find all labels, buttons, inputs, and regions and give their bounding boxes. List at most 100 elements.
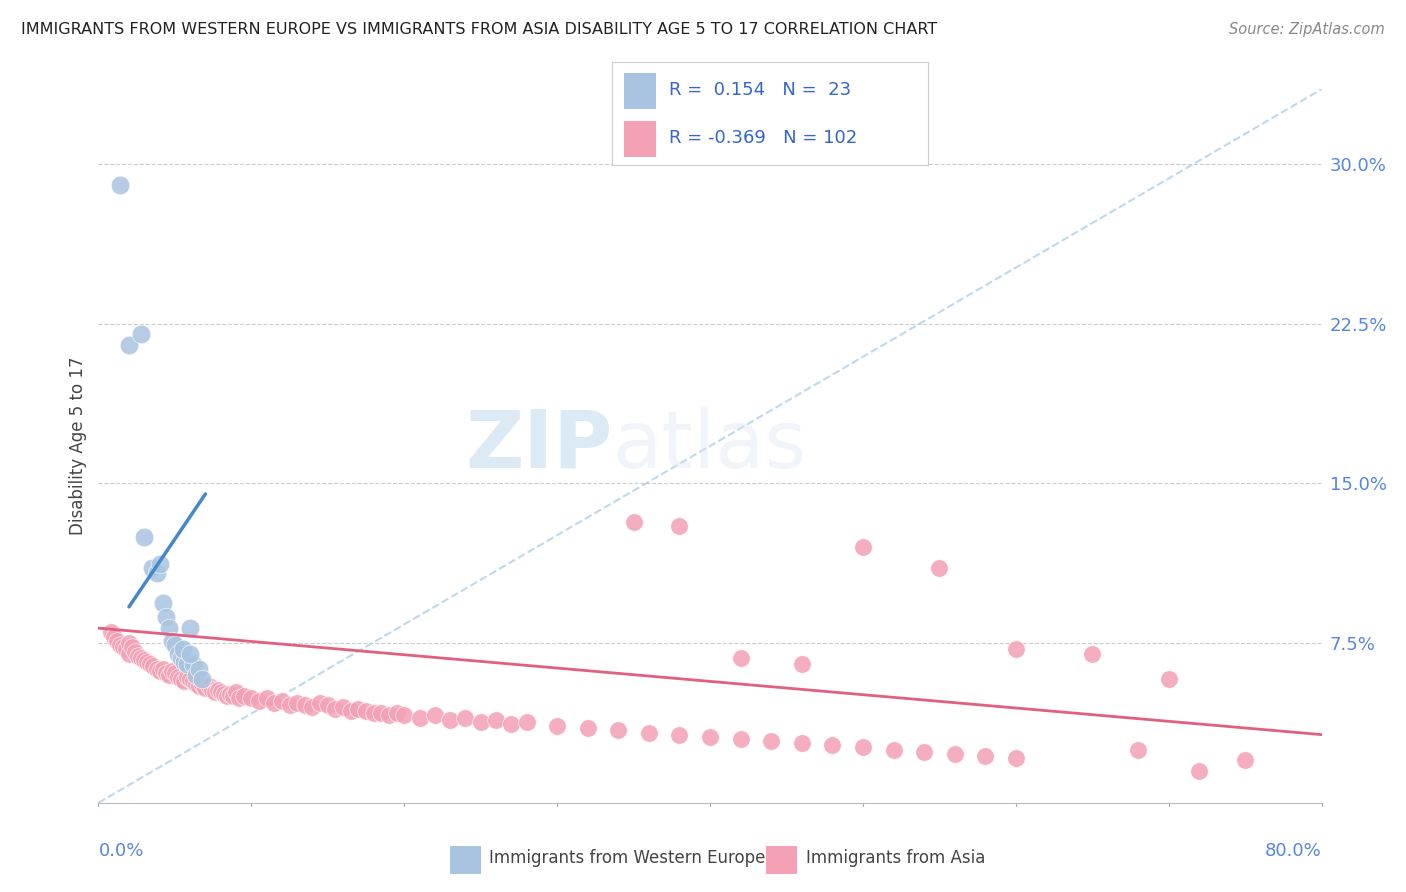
Point [170, 651, 193, 665]
Point [247, 693, 270, 707]
Point [225, 685, 247, 699]
Point [240, 691, 263, 706]
Point [546, 719, 568, 733]
Point [149, 558, 172, 572]
Point [139, 657, 162, 672]
Point [439, 713, 461, 727]
Point [347, 702, 370, 716]
Point [194, 681, 217, 695]
Point [943, 747, 966, 761]
Point [316, 698, 339, 712]
Point [309, 696, 332, 710]
Point [145, 566, 167, 580]
Point [256, 691, 278, 706]
Text: Immigrants from Asia: Immigrants from Asia [806, 849, 986, 867]
Text: R = -0.369   N = 102: R = -0.369 N = 102 [669, 129, 856, 147]
Point [188, 662, 211, 676]
Point [108, 638, 131, 652]
Point [179, 621, 201, 635]
Point [105, 634, 128, 648]
Point [370, 706, 392, 721]
Point [278, 698, 301, 712]
Point [152, 662, 174, 676]
Point [176, 670, 198, 684]
Point [285, 696, 308, 710]
Point [167, 647, 190, 661]
Point [173, 674, 195, 689]
Point [145, 662, 167, 676]
Point [186, 668, 208, 682]
Point [270, 693, 292, 707]
Point [852, 540, 875, 554]
Point [454, 710, 477, 724]
Point [163, 638, 186, 652]
Point [118, 338, 141, 352]
Point [191, 672, 214, 686]
Text: atlas: atlas [612, 407, 807, 485]
Point [228, 691, 250, 706]
Point [179, 647, 201, 661]
Point [204, 685, 226, 699]
Point [134, 529, 156, 543]
Bar [624, 121, 655, 157]
Point [111, 640, 134, 655]
Point [121, 640, 143, 655]
Point [759, 734, 782, 748]
Point [1128, 742, 1150, 756]
Point [129, 651, 152, 665]
Point [623, 515, 645, 529]
Point [1157, 672, 1180, 686]
Point [378, 708, 401, 723]
Point [637, 725, 661, 739]
Point [790, 657, 813, 672]
Point [181, 657, 204, 672]
Point [607, 723, 630, 738]
Point [423, 708, 446, 723]
Text: Immigrants from Western Europe: Immigrants from Western Europe [489, 849, 766, 867]
Point [170, 672, 193, 686]
Text: R =  0.154   N =  23: R = 0.154 N = 23 [669, 81, 851, 99]
Point [172, 642, 194, 657]
Point [129, 327, 152, 342]
Point [232, 690, 254, 704]
Point [576, 721, 599, 735]
Y-axis label: Disability Age 5 to 17: Disability Age 5 to 17 [69, 357, 87, 535]
Point [115, 642, 138, 657]
Point [155, 610, 177, 624]
Point [1004, 751, 1026, 765]
Point [974, 748, 997, 763]
Point [385, 706, 408, 721]
Point [408, 710, 430, 724]
Point [176, 657, 198, 672]
Point [136, 655, 159, 669]
Point [332, 700, 354, 714]
Point [127, 648, 149, 663]
Point [207, 682, 229, 697]
Point [730, 651, 752, 665]
Bar [624, 73, 655, 109]
Point [118, 636, 141, 650]
Point [485, 713, 508, 727]
Point [1004, 642, 1026, 657]
Text: 80.0%: 80.0% [1265, 842, 1322, 860]
Point [668, 728, 690, 742]
Point [222, 690, 245, 704]
Point [263, 696, 285, 710]
Point [790, 736, 813, 750]
Point [191, 676, 214, 690]
Point [928, 561, 950, 575]
Point [219, 687, 242, 701]
Point [294, 698, 316, 712]
Point [142, 659, 165, 673]
Text: Source: ZipAtlas.com: Source: ZipAtlas.com [1229, 22, 1385, 37]
Point [103, 630, 125, 644]
Point [392, 708, 416, 723]
Point [100, 625, 122, 640]
Point [188, 679, 211, 693]
Point [160, 664, 183, 678]
Point [157, 668, 180, 682]
Point [141, 561, 163, 575]
Point [163, 665, 186, 680]
Point [1188, 764, 1211, 778]
Point [157, 621, 180, 635]
